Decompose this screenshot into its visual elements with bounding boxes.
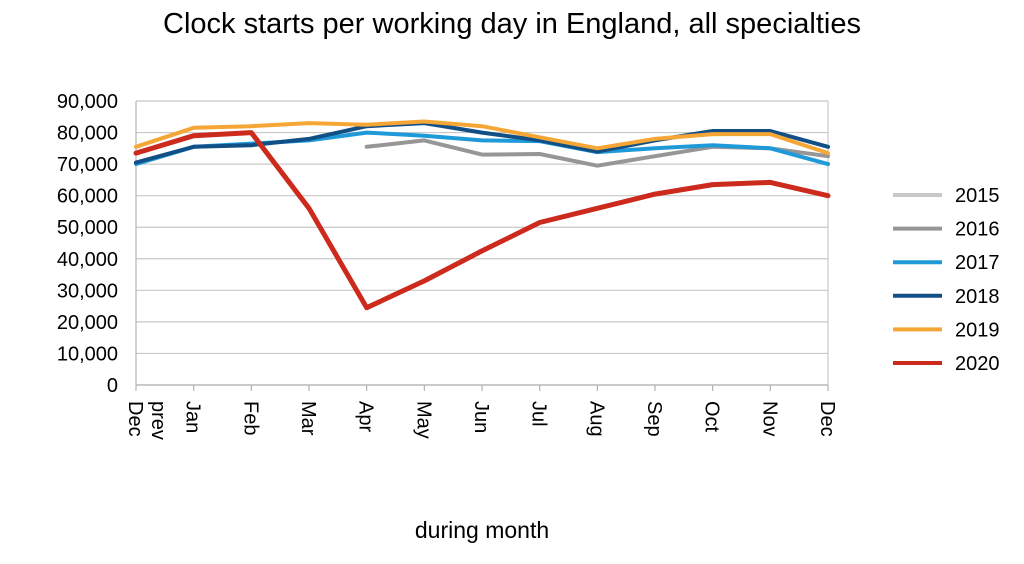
chart-title: Clock starts per working day in England,… (163, 8, 861, 40)
x-tick-label: Nov (758, 401, 780, 437)
y-tick-label: 90,000 (57, 91, 118, 113)
x-tick-label: Jan (182, 401, 204, 433)
x-tick-label: Oct (701, 401, 723, 433)
x-tick-label: Mar (297, 401, 319, 436)
legend-label-2020: 2020 (955, 353, 1000, 375)
y-tick-label: 20,000 (57, 312, 118, 334)
legend: 2015 2016 2017 2018 2019 2020 (893, 185, 1000, 375)
x-axis-label: during month (414, 517, 550, 543)
legend-label-2017: 2017 (955, 252, 1000, 274)
series-line-2020 (133, 130, 831, 311)
x-tick-label: Jun (470, 401, 492, 433)
x-tick-label: Feb (239, 401, 261, 435)
y-tick-label: 10,000 (57, 343, 118, 365)
legend-label-2015: 2015 (955, 185, 1000, 207)
y-tick-label: 30,000 (57, 280, 118, 302)
legend-label-2016: 2016 (955, 219, 1000, 241)
x-tick-label: Jul (528, 401, 550, 427)
y-tick-label: 0 (107, 375, 118, 397)
legend-label-2018: 2018 (955, 286, 1000, 308)
x-tick-labels: Dec prev Jan Feb Mar Apr May Jun Jul Aug Sep Oct Nov… (124, 401, 838, 440)
series-line-2018 (134, 121, 830, 165)
legend-label-2019: 2019 (955, 319, 1000, 341)
y-tick-labels: 0 10,000 20,000 30,000 40,000 50,000 60,000 70,… (57, 91, 118, 397)
y-tick-label: 60,000 (57, 186, 118, 208)
y-tick-label: 80,000 (57, 123, 118, 145)
series-lines (133, 119, 831, 311)
x-tick-label: Apr (355, 401, 377, 432)
x-tick-label: Dec (816, 401, 838, 437)
x-tick-label: Dec (124, 401, 146, 437)
y-tick-label: 50,000 (57, 217, 118, 239)
series-line-2019 (134, 119, 830, 156)
y-tick-label: 70,000 (57, 154, 118, 176)
x-tick-label: Sep (643, 401, 665, 437)
y-tick-label: 40,000 (57, 249, 118, 271)
x-tick-label: Aug (585, 401, 607, 437)
x-tick-label: May (412, 401, 434, 439)
x-tick-label: prev (147, 401, 169, 440)
